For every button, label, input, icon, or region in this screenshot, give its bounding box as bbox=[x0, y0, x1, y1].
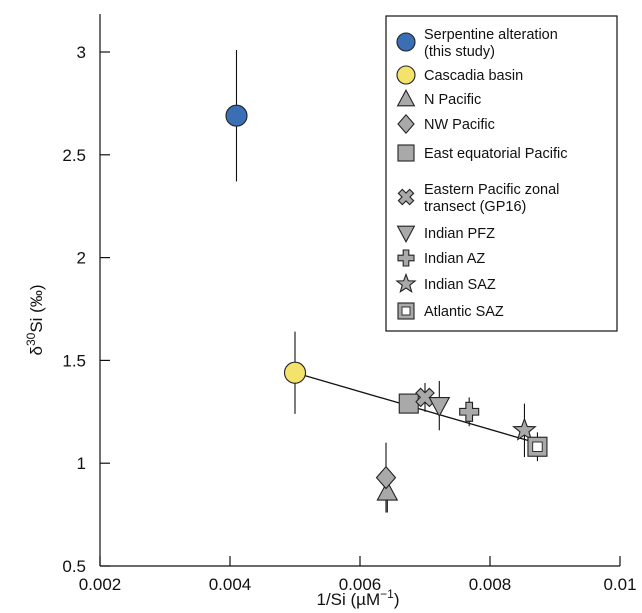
x-axis-title: 1/Si (µM−1) bbox=[317, 587, 400, 609]
legend-label: East equatorial Pacific bbox=[424, 146, 567, 162]
legend-label: Indian AZ bbox=[424, 251, 485, 267]
y-tick-label: 2.5 bbox=[62, 146, 86, 165]
x-ticks: 0.002 0.004 0.006 0.008 0.01 bbox=[79, 556, 637, 594]
legend-label: Atlantic SAZ bbox=[424, 304, 504, 320]
legend-label: NW Pacific bbox=[424, 117, 495, 133]
data-point-circle bbox=[283, 361, 307, 384]
y-tick-label: 2 bbox=[77, 249, 86, 268]
y-axis-title-pre: δ bbox=[27, 346, 46, 355]
legend-marker-diamond bbox=[397, 113, 415, 135]
data-point-circle bbox=[225, 104, 248, 127]
marker-inner bbox=[532, 441, 543, 452]
legend-label: (this study) bbox=[424, 44, 495, 60]
y-axis-title: δ30Si (‰) bbox=[24, 285, 46, 356]
data-point-triangle-up bbox=[376, 480, 399, 501]
y-axis-title-sup: 30 bbox=[24, 332, 38, 346]
x-axis-title-tail: ) bbox=[394, 590, 400, 609]
legend-marker-plus bbox=[397, 249, 415, 267]
legend-marker-cross-x bbox=[397, 188, 415, 206]
data-point-star bbox=[512, 417, 537, 441]
legend-marker-circle bbox=[396, 32, 416, 52]
legend-label: transect (GP16) bbox=[424, 199, 526, 215]
legend-marker-square bbox=[397, 144, 415, 162]
legend-marker-triangle-down bbox=[396, 225, 416, 243]
legend-marker-circle bbox=[396, 65, 416, 85]
legend-marker-star bbox=[395, 272, 417, 294]
y-tick-label: 0.5 bbox=[62, 557, 86, 576]
data-point-plus bbox=[459, 401, 480, 422]
x-tick-label: 0.004 bbox=[209, 575, 252, 594]
x-axis-title-main: 1/Si (µM bbox=[317, 590, 381, 609]
legend-label: Indian SAZ bbox=[424, 277, 496, 293]
x-tick-label: 0.002 bbox=[79, 575, 122, 594]
legend-marker-triangle-up bbox=[396, 89, 416, 107]
legend-label: Cascadia basin bbox=[424, 68, 523, 84]
y-tick-label: 1.5 bbox=[62, 351, 86, 370]
legend-label: Indian PFZ bbox=[424, 226, 495, 242]
x-tick-label: 0.006 bbox=[339, 575, 382, 594]
x-tick-label: 0.008 bbox=[469, 575, 512, 594]
y-ticks: 0.5 1 1.5 2 2.5 3 bbox=[62, 43, 110, 576]
marker-inner bbox=[401, 306, 411, 316]
legend-label: Serpentine alteration bbox=[424, 27, 558, 43]
data-point-diamond bbox=[375, 465, 397, 490]
x-axis-title-sup: −1 bbox=[380, 587, 394, 601]
data-point-square bbox=[398, 393, 419, 414]
legend-label: N Pacific bbox=[424, 92, 481, 108]
x-tick-label: 0.01 bbox=[603, 575, 636, 594]
legend: Serpentine alteration(this study) Cascadi… bbox=[385, 15, 618, 332]
legend-label: Eastern Pacific zonal bbox=[424, 182, 559, 198]
legend-items: Serpentine alteration(this study) Cascadi… bbox=[395, 27, 567, 320]
data-point-triangle-down bbox=[428, 397, 451, 418]
y-axis-title-main: Si (‰) bbox=[27, 285, 46, 333]
y-tick-label: 1 bbox=[77, 454, 86, 473]
y-tick-label: 3 bbox=[77, 43, 86, 62]
data-points bbox=[225, 104, 548, 501]
legend-box bbox=[385, 15, 618, 332]
